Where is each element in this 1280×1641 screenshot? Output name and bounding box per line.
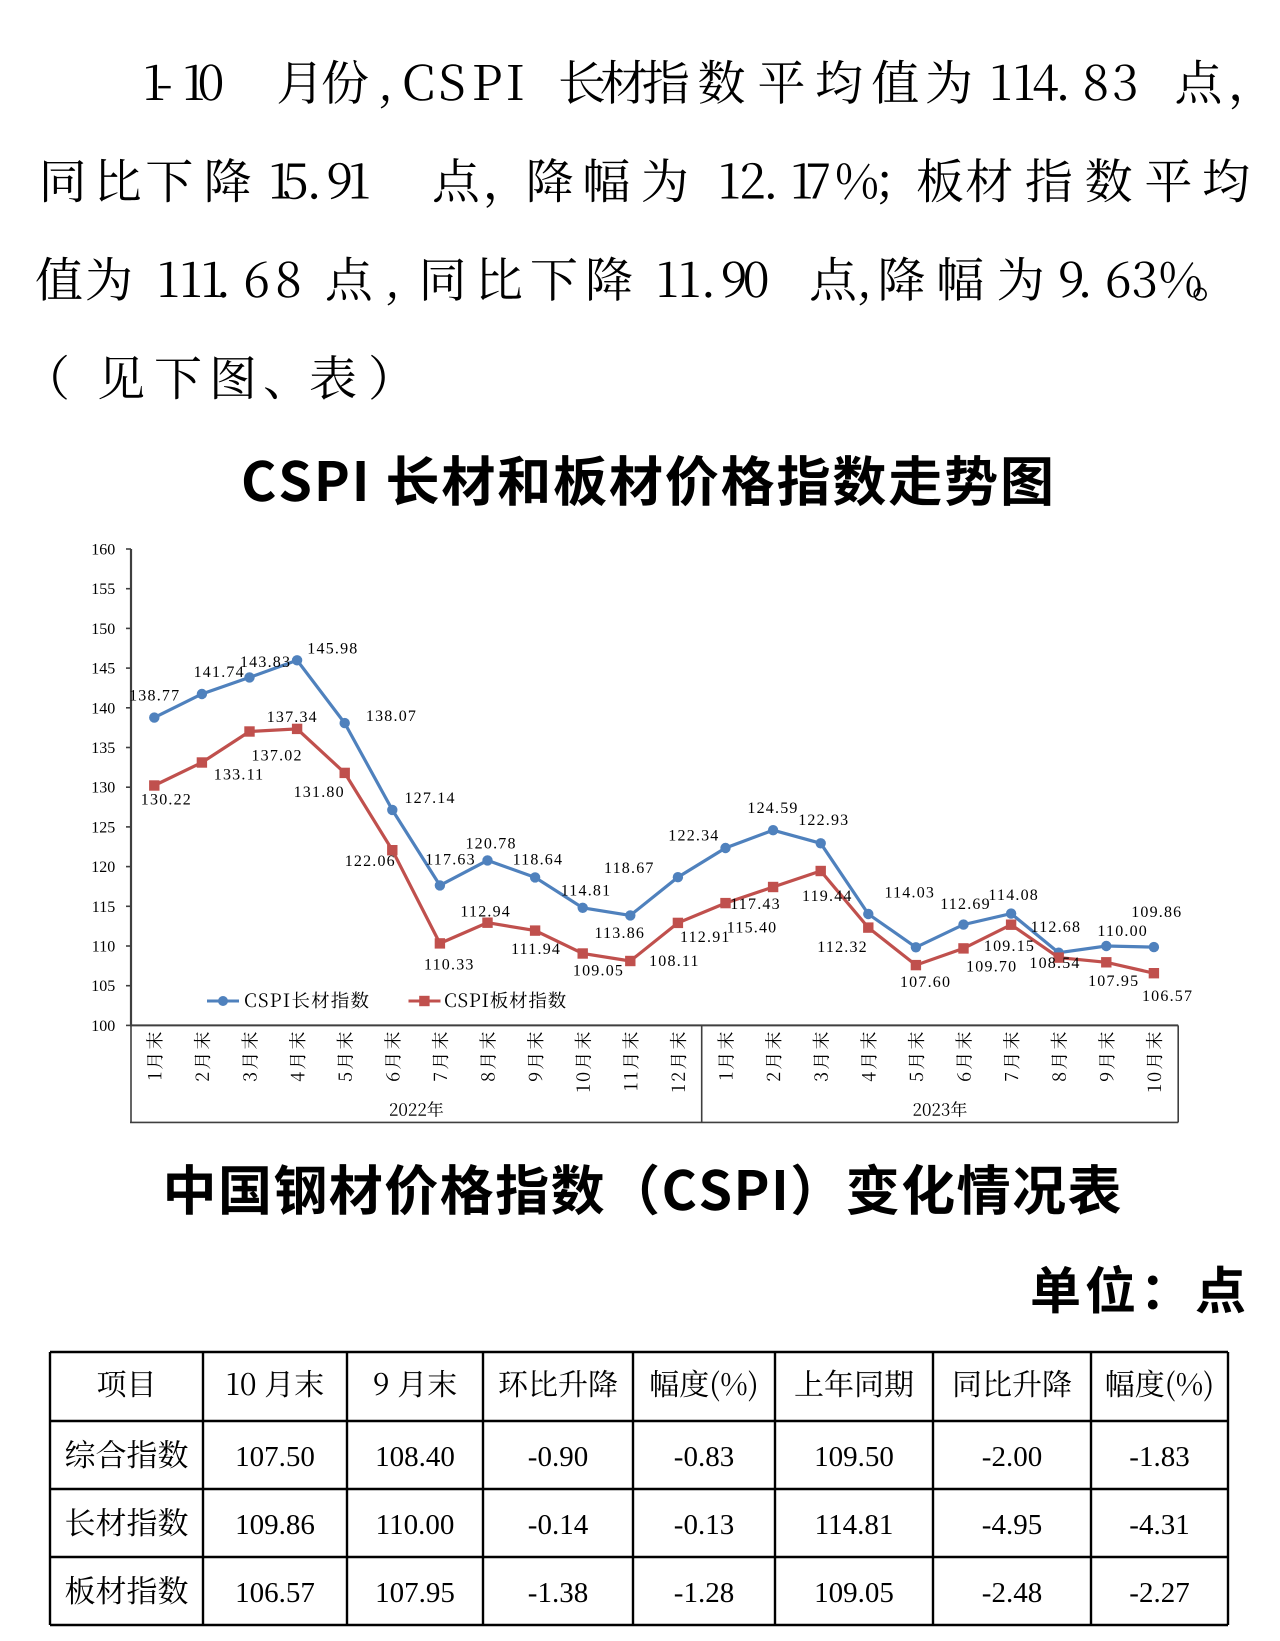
svg-text:124.59: 124.59 [747, 800, 798, 817]
svg-text:-4.31: -4.31 [1129, 1509, 1189, 1541]
svg-text:-2.00: -2.00 [982, 1441, 1042, 1473]
svg-text:112.91: 112.91 [680, 929, 731, 946]
svg-text:114.08: 114.08 [988, 887, 1039, 904]
svg-text:118.64: 118.64 [513, 852, 564, 869]
svg-text:112.94: 112.94 [460, 903, 511, 920]
svg-text:106.57: 106.57 [1142, 988, 1193, 1005]
svg-text:137.02: 137.02 [251, 748, 302, 765]
svg-text:118.67: 118.67 [604, 860, 655, 877]
svg-text:155: 155 [91, 581, 115, 598]
svg-text:112.32: 112.32 [817, 939, 868, 956]
svg-text:-0.13: -0.13 [674, 1509, 734, 1541]
svg-text:145.98: 145.98 [307, 641, 358, 658]
svg-text:160: 160 [91, 542, 115, 559]
svg-text:109.15: 109.15 [984, 938, 1035, 955]
svg-text:150: 150 [91, 621, 115, 638]
svg-text:117.63: 117.63 [425, 852, 476, 869]
svg-text:110.33: 110.33 [424, 956, 475, 973]
svg-text:122.06: 122.06 [345, 853, 396, 870]
svg-text:-2.27: -2.27 [1129, 1577, 1189, 1609]
svg-text:107.95: 107.95 [375, 1577, 455, 1609]
svg-text:127.14: 127.14 [404, 790, 455, 807]
svg-text:-0.83: -0.83 [674, 1441, 734, 1473]
svg-text:107.60: 107.60 [900, 974, 951, 991]
svg-text:110: 110 [92, 939, 115, 956]
svg-text:-1.28: -1.28 [674, 1577, 734, 1609]
svg-text:107.50: 107.50 [235, 1441, 315, 1473]
svg-text:113.86: 113.86 [594, 925, 645, 942]
svg-text:105: 105 [91, 978, 115, 995]
svg-text:108.40: 108.40 [375, 1441, 455, 1473]
svg-text:125: 125 [91, 819, 115, 836]
svg-text:-0.14: -0.14 [528, 1509, 589, 1541]
svg-text:133.11: 133.11 [214, 766, 265, 783]
svg-text:110.00: 110.00 [376, 1509, 455, 1541]
svg-text:107.95: 107.95 [1088, 973, 1139, 990]
svg-text:141.74: 141.74 [194, 664, 245, 681]
svg-text:138.07: 138.07 [366, 708, 417, 725]
svg-text:120.78: 120.78 [465, 835, 516, 852]
svg-text:108.11: 108.11 [649, 953, 700, 970]
svg-text:111.94: 111.94 [511, 941, 561, 958]
svg-text:138.77: 138.77 [129, 688, 180, 705]
svg-text:-0.90: -0.90 [528, 1441, 588, 1473]
svg-text:-1.83: -1.83 [1129, 1441, 1189, 1473]
svg-text:109.05: 109.05 [814, 1577, 894, 1609]
svg-text:135: 135 [91, 740, 115, 757]
svg-text:109.05: 109.05 [573, 962, 624, 979]
svg-text:100: 100 [91, 1018, 115, 1035]
svg-text:112.68: 112.68 [1031, 919, 1082, 936]
svg-text:137.34: 137.34 [267, 709, 318, 726]
svg-text:115.40: 115.40 [727, 919, 778, 936]
svg-text:-1.38: -1.38 [528, 1577, 588, 1609]
svg-text:143.83: 143.83 [240, 654, 291, 671]
svg-text:122.93: 122.93 [798, 812, 849, 829]
svg-text:109.86: 109.86 [1131, 904, 1182, 921]
svg-text:109.50: 109.50 [814, 1441, 894, 1473]
svg-text:112.69: 112.69 [940, 896, 991, 913]
svg-text:130.22: 130.22 [141, 791, 192, 808]
svg-text:110.00: 110.00 [1097, 923, 1148, 940]
svg-text:145: 145 [91, 661, 115, 678]
svg-text:-4.95: -4.95 [982, 1509, 1042, 1541]
svg-text:114.81: 114.81 [561, 883, 612, 900]
svg-text:119.44: 119.44 [802, 888, 853, 905]
svg-text:140: 140 [91, 700, 115, 717]
svg-text:115: 115 [92, 899, 115, 916]
svg-text:131.80: 131.80 [294, 784, 345, 801]
svg-text:122.34: 122.34 [668, 827, 719, 844]
svg-text:120: 120 [91, 859, 115, 876]
svg-text:130: 130 [91, 780, 115, 797]
svg-text:117.43: 117.43 [730, 896, 781, 913]
svg-text:108.54: 108.54 [1029, 955, 1080, 972]
svg-text:106.57: 106.57 [235, 1577, 315, 1609]
svg-text:109.86: 109.86 [235, 1509, 315, 1541]
svg-text:114.81: 114.81 [815, 1509, 894, 1541]
svg-text:109.70: 109.70 [966, 959, 1017, 976]
svg-text:-2.48: -2.48 [982, 1577, 1042, 1609]
svg-text:114.03: 114.03 [884, 885, 935, 902]
